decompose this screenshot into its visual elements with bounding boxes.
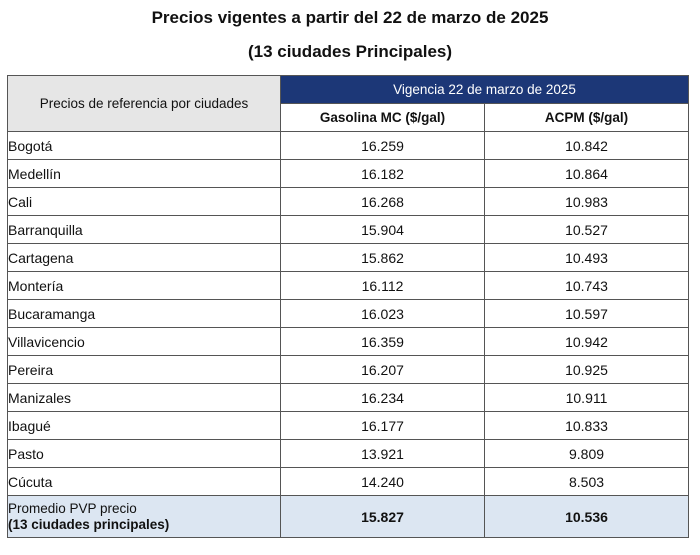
acpm-column-header: ACPM ($/gal) <box>483 103 690 132</box>
gasolina-price-cell: 16.359 <box>280 327 485 356</box>
average-label: Promedio PVP precio (13 ciudades princip… <box>7 495 281 538</box>
table-body: Bogotá 16.259 10.842 Medellín 16.182 10.864 Ca… <box>7 131 690 496</box>
acpm-price-cell: 10.597 <box>483 299 690 328</box>
table-row: Medellín 16.182 10.864 <box>7 159 690 188</box>
gasolina-price-cell: 15.904 <box>280 215 485 244</box>
gasolina-price-cell: 16.207 <box>280 355 485 384</box>
table-row: Barranquilla 15.904 10.527 <box>7 215 690 244</box>
city-name-cell: Ibagué <box>7 411 281 440</box>
gasolina-price-cell: 16.177 <box>280 411 485 440</box>
acpm-price-cell: 10.493 <box>483 243 690 272</box>
city-name-cell: Cali <box>7 187 281 216</box>
average-label-line2: (13 ciudades principales) <box>8 516 170 532</box>
city-name-cell: Montería <box>7 271 281 300</box>
acpm-price-cell: 10.864 <box>483 159 690 188</box>
gasolina-price-cell: 16.182 <box>280 159 485 188</box>
gasolina-price-cell: 16.268 <box>280 187 485 216</box>
vigencia-header: Vigencia 22 de marzo de 2025 <box>279 75 690 104</box>
table-row: Montería 16.112 10.743 <box>7 271 690 300</box>
gasolina-price-cell: 15.862 <box>280 243 485 272</box>
prices-table: Precios de referencia por ciudades Vigen… <box>7 75 690 538</box>
table-row: Pereira 16.207 10.925 <box>7 355 690 384</box>
gasolina-column-header: Gasolina MC ($/gal) <box>280 103 485 132</box>
table-row: Bucaramanga 16.023 10.597 <box>7 299 690 328</box>
table-row: Bogotá 16.259 10.842 <box>7 131 690 160</box>
gasolina-price-cell: 16.234 <box>280 383 485 412</box>
table-row: Villavicencio 16.359 10.942 <box>7 327 690 356</box>
table-row: Cúcuta 14.240 8.503 <box>7 467 690 496</box>
city-name-cell: Pereira <box>7 355 281 384</box>
acpm-price-cell: 10.925 <box>483 355 690 384</box>
gasolina-price-cell: 16.023 <box>280 299 485 328</box>
average-acpm: 10.536 <box>483 495 690 538</box>
city-name-cell: Cartagena <box>7 243 281 272</box>
gasolina-price-cell: 14.240 <box>280 467 485 496</box>
reference-prices-header: Precios de referencia por ciudades <box>7 75 281 132</box>
city-name-cell: Bogotá <box>7 131 281 160</box>
city-name-cell: Barranquilla <box>7 215 281 244</box>
acpm-price-cell: 10.833 <box>483 411 690 440</box>
page-title: Precios vigentes a partir del 22 de marz… <box>151 8 549 27</box>
acpm-price-cell: 10.743 <box>483 271 690 300</box>
acpm-price-cell: 8.503 <box>483 467 690 496</box>
city-name-cell: Manizales <box>7 383 281 412</box>
average-gasolina: 15.827 <box>280 495 485 538</box>
city-name-cell: Cúcuta <box>7 467 281 496</box>
acpm-price-cell: 10.942 <box>483 327 690 356</box>
table-row: Cali 16.268 10.983 <box>7 187 690 216</box>
city-name-cell: Villavicencio <box>7 327 281 356</box>
gasolina-price-cell: 16.259 <box>280 131 485 160</box>
acpm-price-cell: 10.911 <box>483 383 690 412</box>
city-name-cell: Pasto <box>7 439 281 468</box>
city-name-cell: Bucaramanga <box>7 299 281 328</box>
table-row: Ibagué 16.177 10.833 <box>7 411 690 440</box>
gasolina-price-cell: 16.112 <box>280 271 485 300</box>
acpm-price-cell: 10.983 <box>483 187 690 216</box>
table-row: Manizales 16.234 10.911 <box>7 383 690 412</box>
gasolina-price-cell: 13.921 <box>280 439 485 468</box>
acpm-price-cell: 10.842 <box>483 131 690 160</box>
average-row: Promedio PVP precio (13 ciudades princip… <box>7 495 690 538</box>
acpm-price-cell: 10.527 <box>483 215 690 244</box>
table-row: Pasto 13.921 9.809 <box>7 439 690 468</box>
average-label-line1: Promedio PVP precio <box>8 500 137 516</box>
page-subtitle: (13 ciudades Principales) <box>247 42 453 61</box>
acpm-price-cell: 9.809 <box>483 439 690 468</box>
city-name-cell: Medellín <box>7 159 281 188</box>
table-row: Cartagena 15.862 10.493 <box>7 243 690 272</box>
